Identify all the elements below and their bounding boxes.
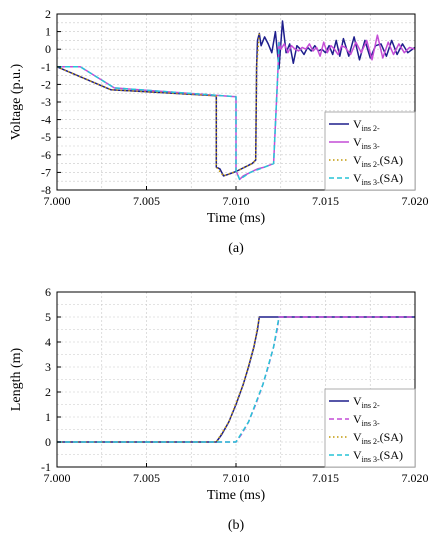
- panel-label: (b): [228, 518, 245, 533]
- x-tick-label: 7.005: [133, 194, 160, 208]
- legend-label: Vins 3-(SA): [353, 448, 403, 464]
- x-tick-label: 7.000: [44, 471, 71, 485]
- legend-label: Vins 3-(SA): [353, 171, 403, 187]
- y-tick-label: -7: [41, 165, 51, 179]
- x-tick-label: 7.015: [312, 194, 339, 208]
- y-tick-label: 1: [45, 25, 51, 39]
- y-tick-label: 0: [45, 435, 51, 449]
- chart-voltage: 2 1 0 -1 -2 -3 -4 -5 -6 -7 -87.000 7.005 7.010 7.015 7…: [9, 7, 429, 256]
- panel-label: (a): [228, 241, 244, 256]
- y-tick-label: -1: [41, 60, 51, 74]
- y-tick-label: -1: [41, 460, 51, 474]
- x-axis-title: Time (ms): [207, 488, 266, 503]
- legend-label: Vins 2-: [353, 394, 380, 410]
- x-tick-label: 7.020: [402, 471, 429, 485]
- y-tick-label: 1: [45, 410, 51, 424]
- y-tick-label: -2: [41, 77, 51, 91]
- y-tick-label: 6: [45, 285, 51, 299]
- y-axis-title: Length (m): [9, 347, 24, 411]
- y-tick-label: -3: [41, 95, 51, 109]
- y-tick-label: -6: [41, 148, 51, 162]
- series-line-4: [57, 42, 280, 181]
- y-tick-label: 2: [45, 385, 51, 399]
- y-tick-label: -4: [41, 113, 51, 127]
- legend-label: Vins 2-: [353, 117, 380, 133]
- y-tick-label: 5: [45, 310, 51, 324]
- legend-label: Vins 3-: [353, 412, 380, 428]
- y-tick-label: 4: [45, 335, 51, 349]
- legend-label: Vins 2-(SA): [353, 430, 403, 446]
- y-tick-label: -5: [41, 130, 51, 144]
- x-tick-label: 7.010: [223, 471, 250, 485]
- x-tick-label: 7.015: [312, 471, 339, 485]
- x-tick-label: 7.005: [133, 471, 160, 485]
- x-tick-label: 7.010: [223, 194, 250, 208]
- y-tick-label: 2: [45, 7, 51, 21]
- legend-box: [324, 388, 416, 468]
- y-tick-label: 3: [45, 360, 51, 374]
- legend-label: Vins 3-: [353, 135, 380, 151]
- y-tick-label: -8: [41, 183, 51, 197]
- x-axis-title: Time (ms): [207, 211, 266, 226]
- chart-length: 6 5 4 3 2 1 0 -17.000 7.005 7.010 7.015 7.020 Time (…: [9, 285, 429, 533]
- series-line-3: [56, 33, 261, 177]
- legend-label: Vins 2-(SA): [353, 153, 403, 169]
- x-tick-label: 7.020: [402, 194, 429, 208]
- y-tick-label: 0: [45, 42, 51, 56]
- y-axis-title: Voltage (p.u.): [9, 63, 24, 140]
- legend-box: [324, 111, 416, 191]
- x-tick-label: 7.000: [44, 194, 71, 208]
